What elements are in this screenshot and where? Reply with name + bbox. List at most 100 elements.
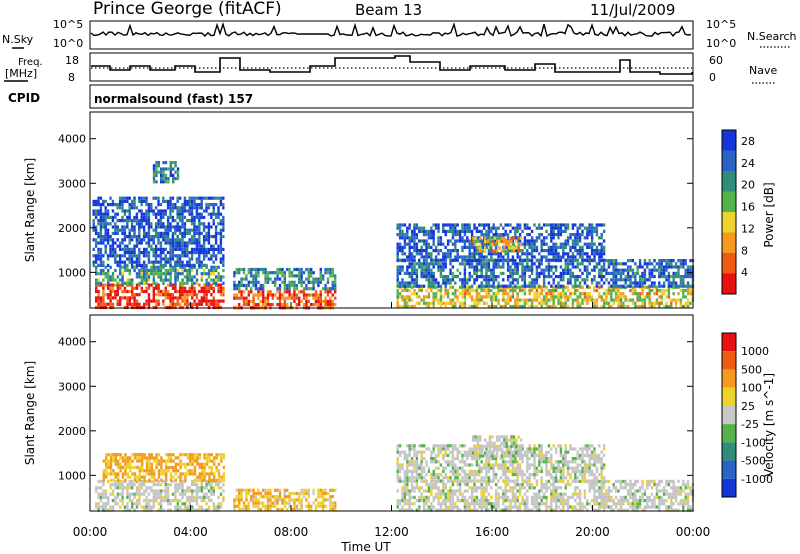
heatmap-cell [614,284,618,288]
heatmap-cell [178,215,182,219]
heatmap-cell [473,505,476,509]
colorbar-frame [721,129,737,295]
heatmap-cell [480,245,483,249]
heatmap-cell [169,173,172,177]
heatmap-cell [157,489,160,493]
heatmap-cell [686,271,690,275]
heatmap-cell [507,246,511,250]
heatmap-cell [102,289,105,294]
heatmap-cell [286,501,289,505]
heatmap-cell [451,492,455,496]
heatmap-cell [326,280,330,284]
heatmap-cell [281,296,284,300]
heatmap-cell [198,505,201,509]
heatmap-cell [99,479,103,483]
heatmap-cell [504,288,507,293]
heatmap-cell [116,275,119,279]
heatmap-cell [595,304,599,309]
heatmap-cell [166,257,170,261]
heatmap-cell [147,268,151,273]
heatmap-cell [312,296,315,300]
heatmap-cell [155,459,158,463]
heatmap-cell [200,215,203,219]
heatmap-cell [305,293,308,297]
cpid-mode: normalsound (fast) 157 [94,92,253,106]
heatmap-cell [485,288,488,293]
heatmap-cell [497,499,500,503]
heatmap-cell [595,245,599,249]
heatmap-cell [157,260,160,264]
heatmap-cell [619,268,623,272]
heatmap-cell [468,229,471,233]
heatmap-cell [126,495,129,499]
heatmap-cell [578,262,582,266]
heatmap-cell [130,251,134,255]
heatmap-cell [470,295,474,299]
heatmap-cell [679,262,683,266]
heatmap-cell [160,170,163,174]
heatmap-cell [143,499,146,503]
heatmap-cell [466,285,469,289]
heatmap-cell [188,268,191,273]
heatmap-cell [150,203,153,207]
heatmap-cell [133,478,137,482]
heatmap-cell [511,489,515,493]
heatmap-cell [581,271,584,275]
heatmap-cell [153,472,156,476]
heatmap-cell [449,505,452,509]
heatmap-cell [497,281,500,285]
heatmap-cell [533,304,536,309]
heatmap-cell [138,231,141,235]
heatmap-cell [427,301,431,305]
heatmap-cell [322,299,325,303]
heatmap-cell [208,475,211,479]
heatmap-cell [167,465,170,470]
heatmap-cell [574,298,577,302]
heatmap-cell [184,462,187,466]
heatmap-cell [485,242,488,246]
heatmap-cell [458,499,462,503]
heatmap-cell [442,226,445,230]
heatmap-cell [233,507,236,512]
heatmap-cell [210,225,213,229]
heatmap-cell [432,495,435,499]
heatmap-cell [119,296,122,300]
heatmap-cell [114,268,117,273]
heatmap-cell [266,271,270,275]
heatmap-cell [547,223,551,227]
heatmap-cell [454,249,457,253]
heatmap-cell [481,249,484,253]
heatmap-cell [634,275,637,279]
heatmap-cell [200,508,203,512]
heatmap-cell [252,296,255,300]
heatmap-cell [473,499,476,503]
heatmap-cell [482,242,486,246]
heatmap-cell [514,229,517,233]
heatmap-cell [514,249,517,253]
heatmap-cell [259,507,262,512]
heatmap-cell [470,284,474,288]
heatmap-cell [602,249,606,253]
heatmap-cell [123,281,127,285]
heatmap-cell [254,287,258,291]
heatmap-cell [629,284,632,288]
heatmap-cell [636,304,639,309]
heatmap-cell [446,499,450,503]
heatmap-cell [135,502,139,506]
heatmap-cell [554,242,558,246]
heatmap-cell [133,483,136,487]
heatmap-cell [670,304,673,309]
heatmap-cell [542,301,546,305]
heatmap-cell [406,288,409,293]
heatmap-cell [401,508,404,512]
heatmap-cell [413,278,416,282]
heatmap-cell [138,283,141,287]
heatmap-cell [288,495,291,499]
heatmap-cell [179,459,182,463]
heatmap-cell [530,268,534,272]
heatmap-cell [217,272,220,276]
heatmap-cell [135,219,139,223]
heatmap-cell [119,499,122,503]
heatmap-cell [95,268,98,273]
heatmap-cell [593,226,596,230]
